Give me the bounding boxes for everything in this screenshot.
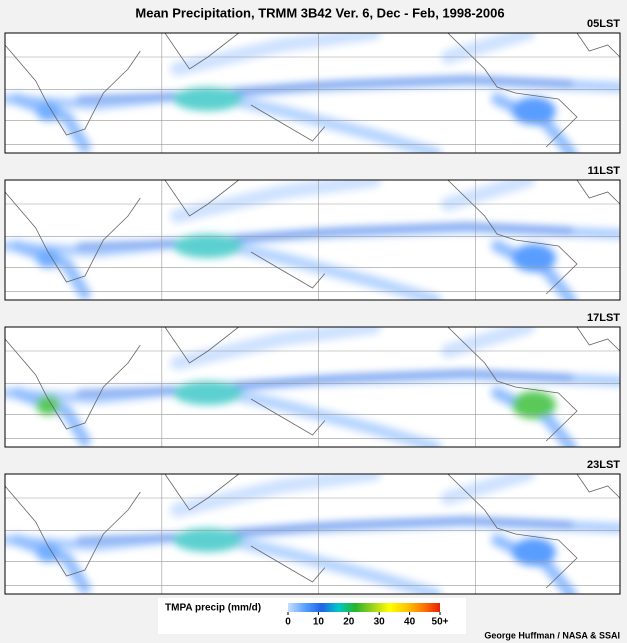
coastline [164, 327, 239, 364]
map-background [5, 33, 620, 153]
precip-band [440, 327, 535, 358]
colorbar-label: TMPA precip (mm/d) [165, 603, 261, 614]
coastline [164, 474, 239, 511]
map-panel [5, 180, 620, 300]
precip-blob [172, 234, 243, 258]
panel-label: 17LST [587, 312, 620, 324]
colorbar-tick-label: 20 [343, 617, 355, 628]
precip-band [170, 474, 381, 517]
coastline [164, 33, 239, 70]
map-panel [5, 327, 620, 447]
colorbar-tick-label: 10 [313, 617, 325, 628]
precip-blob [511, 97, 556, 125]
coastline [250, 398, 326, 436]
panel-frame [4, 473, 621, 595]
precip-band [11, 534, 91, 594]
precip-field [5, 33, 620, 153]
colorbar [288, 603, 440, 612]
coastline [250, 545, 326, 583]
colorbar-tick-label: 40 [404, 617, 416, 628]
precip-field [5, 327, 620, 447]
precip-blob [511, 391, 556, 419]
precip-field [5, 180, 620, 300]
precip-band [11, 387, 91, 447]
precip-band [11, 93, 91, 153]
panel-frame [4, 326, 621, 448]
precip-blob [511, 538, 556, 566]
panel-label: 23LST [587, 459, 620, 471]
colorbar-tick-label: 30 [374, 617, 386, 628]
panel-label: 05LST [587, 18, 620, 30]
precip-blob [36, 542, 61, 562]
precip-blob [172, 528, 243, 552]
precip-band [170, 180, 381, 223]
precip-band [440, 180, 535, 211]
precip-band [76, 223, 574, 249]
coastline [164, 180, 239, 217]
precip-band [76, 76, 574, 102]
coastline [576, 33, 620, 58]
coastline [5, 191, 141, 283]
coastline [447, 33, 578, 148]
precip-band [170, 327, 381, 370]
panel-frame [4, 179, 621, 301]
coastline [5, 338, 141, 430]
coastline [576, 327, 620, 352]
coastline [5, 485, 141, 577]
coastline [447, 327, 578, 442]
precip-field [5, 474, 620, 594]
panel-frame [4, 32, 621, 154]
coastline [447, 180, 578, 295]
coastline [250, 251, 326, 289]
coastline [5, 44, 141, 136]
precip-blob [172, 87, 243, 111]
precip-blob [511, 244, 556, 272]
precip-band [76, 370, 574, 396]
coastline [250, 104, 326, 142]
precip-blob [36, 395, 61, 415]
map-background [5, 180, 620, 300]
title: Mean Precipitation, TRMM 3B42 Ver. 6, De… [135, 5, 504, 20]
credit: George Huffman / NASA & SSAI [484, 630, 620, 640]
map-panel [5, 474, 620, 594]
precip-blob [36, 101, 61, 121]
map-panel [5, 33, 620, 153]
coastline [576, 180, 620, 205]
colorbar-tick-label: 0 [285, 617, 291, 628]
map-background [5, 474, 620, 594]
coastline [447, 474, 578, 589]
precip-band [170, 33, 381, 76]
colorbar-tick-label: 50+ [432, 617, 449, 628]
precip-blob [36, 248, 61, 268]
precip-blob [172, 381, 243, 405]
precip-band [11, 240, 91, 300]
precip-band [440, 33, 535, 64]
precip-band [440, 474, 535, 505]
panel-label: 11LST [588, 165, 621, 177]
precip-band [76, 517, 574, 543]
coastline [576, 474, 620, 499]
map-background [5, 327, 620, 447]
